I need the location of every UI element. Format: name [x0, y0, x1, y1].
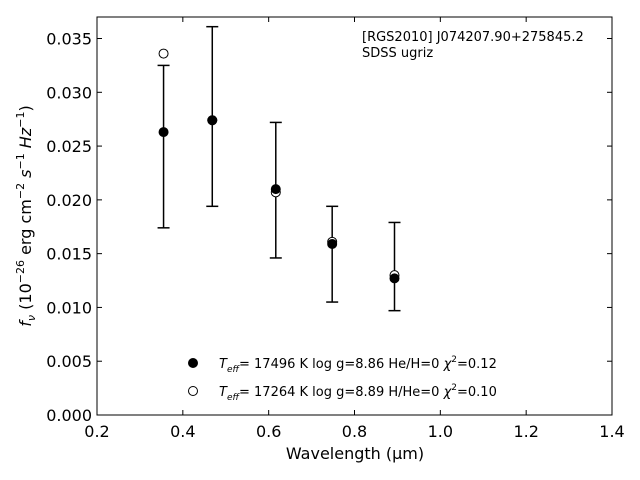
legend-2-t-sub: eff — [227, 393, 241, 403]
legend-2-chi: χ — [443, 385, 453, 400]
data-points — [158, 48, 400, 284]
legend-entry-1: Teff= 17496 K log g=8.86 He/H=0 χ2=0.12 — [219, 355, 497, 375]
x-tick-label: 0.4 — [170, 422, 195, 441]
x-tick-label: 0.6 — [256, 422, 281, 441]
y-tick-label: 0.015 — [46, 245, 92, 264]
y-axis: 0.000 0.005 0.010 0.015 0.020 0.025 0.030 0.035 — [46, 30, 612, 425]
model-point-filled — [270, 184, 281, 195]
plot-frame — [96, 16, 613, 416]
plot-border — [96, 16, 613, 416]
legend-entry-2: Teff= 17264 K log g=8.89 H/He=0 χ2=0.10 — [219, 383, 497, 403]
model-point-filled — [389, 273, 400, 284]
annotation-survey: SDSS ugriz — [362, 46, 433, 61]
legend-2-text2: =0.10 — [457, 385, 497, 400]
x-tick-label: 1.0 — [428, 422, 453, 441]
y-label-exp26: −26 — [14, 260, 27, 283]
y-tick-label: 0.000 — [46, 406, 92, 425]
model-point-filled — [327, 238, 338, 249]
model-point-filled — [158, 127, 169, 138]
legend-marker-filled — [188, 358, 198, 368]
x-tick-label: 0.2 — [84, 422, 109, 441]
y-tick-label: 0.010 — [46, 298, 92, 317]
legend-1-t: T — [219, 357, 228, 372]
model-point-open — [158, 48, 169, 59]
y-label-exp1b: −1 — [14, 112, 27, 128]
y-label-unit-open: (10 — [16, 283, 35, 315]
y-label-hz: Hz — [16, 127, 35, 153]
y-label-exp1: −1 — [14, 153, 27, 169]
y-label-f-sub: ν — [25, 315, 38, 321]
legend-1-t-sub: eff — [227, 365, 241, 375]
y-tick-label: 0.005 — [46, 352, 92, 371]
legend-2-text1: = 17264 K log g=8.89 H/He=0 — [239, 385, 444, 400]
x-tick-label: 1.2 — [513, 422, 538, 441]
y-label-exp2: −2 — [14, 183, 27, 199]
error-bars — [157, 25, 401, 312]
legend-1-text2: =0.12 — [457, 357, 497, 372]
y-tick-label: 0.035 — [46, 30, 92, 49]
legend-1-chi: χ — [443, 357, 453, 372]
x-tick-label: 0.8 — [342, 422, 367, 441]
y-tick-label: 0.025 — [46, 137, 92, 156]
y-tick-label: 0.020 — [46, 191, 92, 210]
y-axis-label: fν (10−26 erg cm−2 s−1 Hz−1) — [14, 105, 38, 326]
y-tick-label: 0.030 — [46, 83, 92, 102]
x-axis-label: Wavelength (μm) — [286, 444, 424, 463]
y-label-erg: erg cm — [16, 199, 35, 260]
legend-2-t: T — [219, 385, 228, 400]
y-label-f: f — [16, 319, 35, 327]
legend-1-chi-sup: 2 — [451, 355, 457, 365]
x-axis: 0.2 0.4 0.6 0.8 1.0 1.2 1.4 — [84, 17, 625, 441]
model-point-filled — [207, 115, 218, 126]
annotation-object-name: [RGS2010] J074207.90+275845.2 — [362, 30, 584, 45]
legend-marker-open — [188, 386, 198, 396]
y-label-s: s — [16, 170, 35, 183]
legend-2-chi-sup: 2 — [451, 383, 457, 393]
legend-1-text1: = 17496 K log g=8.86 He/H=0 — [239, 357, 444, 372]
legend: Teff= 17496 K log g=8.86 He/H=0 χ2=0.12 … — [188, 355, 497, 403]
y-label-close: ) — [16, 105, 35, 111]
x-tick-label: 1.4 — [599, 422, 624, 441]
